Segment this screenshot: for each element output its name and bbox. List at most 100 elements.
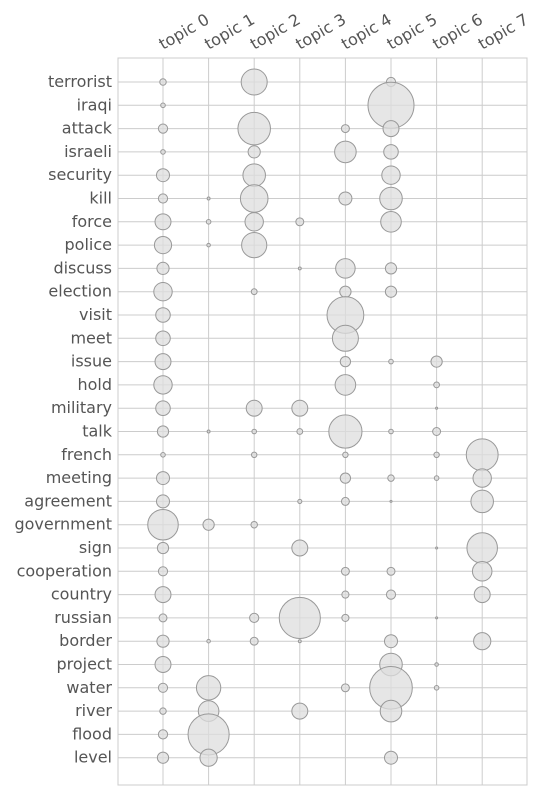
bubble-point — [296, 428, 304, 435]
bubble-point — [335, 258, 356, 279]
bubble-point — [155, 307, 171, 323]
bubble-point — [153, 282, 173, 302]
y-tick-label: attack — [62, 119, 113, 138]
bubble-point — [158, 613, 168, 623]
bubble-point — [156, 541, 170, 555]
y-tick-label: french — [61, 445, 112, 464]
bubble-point — [382, 120, 400, 138]
bubble-point — [340, 496, 350, 506]
bubble-point — [434, 662, 439, 667]
bubble-point — [278, 596, 321, 639]
y-tick-label: russian — [54, 608, 112, 627]
x-tick-label: topic 2 — [247, 10, 304, 54]
bubble-point — [154, 656, 172, 673]
bubble-point — [340, 566, 350, 576]
bubble-point — [147, 508, 179, 541]
bubble-point — [154, 353, 172, 371]
bubble-point — [154, 213, 172, 231]
bubble-point — [339, 285, 352, 298]
x-tick-label: topic 0 — [156, 10, 213, 54]
bubble-point — [239, 184, 269, 213]
bubble-point — [155, 400, 171, 416]
bubble-point — [156, 261, 170, 275]
bubble-point — [383, 144, 399, 160]
y-tick-label: police — [65, 235, 112, 254]
x-tick-label: topic 5 — [384, 10, 441, 54]
bubble-point — [466, 532, 498, 564]
bubbles — [147, 68, 499, 767]
bubble-point — [297, 639, 302, 644]
bubble-point — [384, 285, 398, 298]
bubble-point — [242, 163, 266, 187]
y-tick-label: project — [56, 655, 112, 674]
bubble-point — [245, 399, 263, 417]
x-tick-label: topic 4 — [338, 10, 395, 54]
bubble-point — [328, 414, 363, 449]
y-tick-label: border — [59, 631, 112, 650]
bubble-point — [472, 468, 492, 488]
bubble-point — [206, 638, 211, 644]
bubble-point — [155, 330, 171, 347]
bubble-point — [155, 471, 171, 486]
bubble-point — [251, 428, 257, 435]
y-tick-label: talk — [82, 422, 113, 441]
bubble-point — [465, 438, 499, 472]
bubble-point — [155, 168, 171, 183]
bubble-point — [334, 140, 357, 164]
bubble-point — [340, 124, 350, 134]
bubble-point — [237, 111, 271, 146]
bubble-point — [388, 428, 394, 435]
bubble-point — [386, 566, 396, 576]
y-tick-label: water — [66, 678, 112, 697]
bubble-point — [153, 235, 173, 255]
bubble-point — [433, 475, 440, 481]
bubble-point — [156, 634, 170, 648]
bubble-point — [250, 520, 258, 529]
bubble-point — [430, 355, 443, 368]
bubble-point — [470, 489, 494, 514]
bubble-point — [291, 539, 309, 557]
bubble-point — [380, 211, 402, 233]
bubble-point — [433, 685, 440, 691]
bubble-point — [379, 186, 403, 211]
bubble-point — [157, 729, 169, 740]
bubble-point — [379, 699, 403, 723]
bubble-point — [435, 406, 439, 410]
bubble-point — [291, 399, 309, 417]
bubble-point — [206, 242, 211, 248]
bubble-point — [155, 494, 171, 509]
bubble-point — [156, 425, 170, 438]
x-tick-label: topic 6 — [429, 10, 486, 54]
bubble-point — [387, 474, 395, 482]
bubble-point — [340, 683, 350, 693]
y-tick-label: meeting — [46, 468, 112, 487]
bubble-point — [249, 612, 260, 624]
y-tick-label: discuss — [53, 258, 112, 277]
y-tick-label: hold — [77, 375, 112, 394]
bubble-point — [240, 68, 268, 96]
bubble-point — [157, 682, 169, 693]
bubble-point — [339, 472, 352, 484]
x-tick-label: topic 1 — [201, 10, 258, 54]
bubble-point — [432, 427, 442, 436]
bubble-point — [433, 451, 440, 459]
bubble-point — [291, 702, 309, 720]
bubble-point — [297, 266, 302, 271]
plot-area — [117, 57, 528, 786]
y-tick-label: agreement — [24, 491, 112, 510]
y-tick-label: visit — [79, 305, 112, 324]
bubble-point — [435, 546, 439, 550]
bubble-point — [241, 232, 268, 259]
bubble-point — [473, 632, 492, 651]
bubble-point — [159, 707, 167, 715]
bubble-point — [159, 78, 167, 86]
bubble-point — [383, 750, 399, 765]
y-tick-label: meet — [70, 328, 112, 347]
bubble-point — [157, 566, 169, 577]
bubble-point — [338, 191, 353, 206]
y-tick-label: election — [48, 282, 112, 301]
bubble-point — [342, 451, 349, 459]
y-tick-label: iraqi — [77, 95, 112, 114]
y-tick-label: israeli — [64, 142, 112, 161]
